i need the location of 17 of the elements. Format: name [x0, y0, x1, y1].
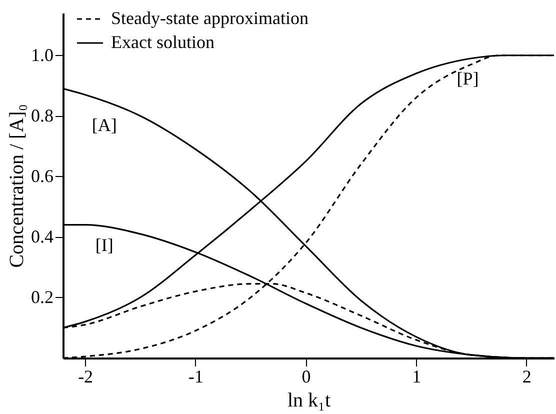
- annotation: [P]: [456, 68, 479, 89]
- y-tick-label: 0.8: [31, 105, 54, 126]
- y-axis-title: Concentration / [A]₀: [6, 104, 28, 268]
- annotation: [A]: [92, 115, 117, 136]
- legend-label: Exact solution: [111, 32, 214, 52]
- legend-label: Steady-state approximation: [111, 8, 308, 28]
- y-tick-label: 0.4: [31, 226, 54, 246]
- x-tick-label: -1: [188, 366, 204, 386]
- x-axis-title: ln k₁t: [287, 390, 331, 412]
- x-tick-label: -2: [78, 366, 94, 386]
- annotation: [I]: [95, 235, 114, 256]
- x-tick-label: 2: [522, 366, 532, 386]
- y-tick-label: 0.6: [31, 166, 54, 186]
- y-tick-label: 0.2: [31, 286, 54, 307]
- x-tick-label: 0: [302, 366, 311, 386]
- y-tick-label: 1.0: [31, 44, 54, 65]
- x-tick-label: 1: [412, 366, 422, 386]
